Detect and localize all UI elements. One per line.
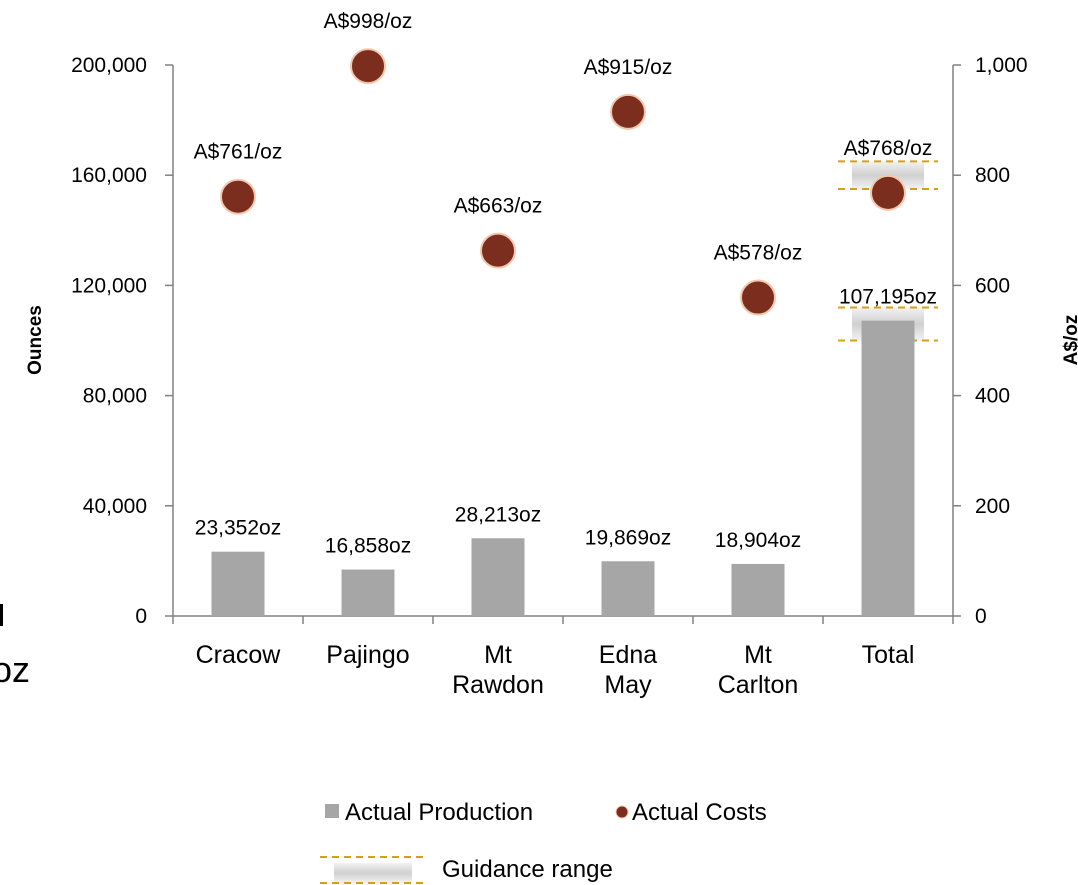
left-axis-ticks: 0 40,000 80,000 120,000 160,000 200,000 bbox=[71, 54, 173, 628]
production-data-label: 23,352oz bbox=[195, 517, 281, 540]
category-label: Mt Rawdon bbox=[452, 641, 544, 699]
right-tick-label: 400 bbox=[975, 385, 1010, 408]
production-bar bbox=[861, 320, 915, 616]
production-bar bbox=[211, 551, 265, 616]
left-edge-text-fragment: oz bbox=[0, 649, 30, 690]
legend-production-swatch bbox=[325, 804, 339, 818]
left-tick-label: 160,000 bbox=[71, 164, 147, 187]
left-edge-bar-fragment bbox=[0, 604, 3, 626]
x-axis-ticks bbox=[172, 616, 954, 624]
right-axis-title: A$/oz bbox=[1061, 315, 1078, 366]
production-data-label: 107,195oz bbox=[839, 286, 937, 309]
cost-point bbox=[480, 232, 516, 269]
cost-data-label: A$915/oz bbox=[584, 56, 673, 79]
category-labels: Cracow Pajingo Mt Rawdon Edna May Mt Carlton Tot… bbox=[196, 641, 915, 699]
legend-costs-label: Actual Costs bbox=[632, 799, 767, 826]
legend-costs-marker bbox=[615, 805, 629, 819]
category-label: Mt Carlton bbox=[718, 641, 799, 699]
cost-point bbox=[870, 174, 906, 211]
right-axis-ticks: 0 200 400 600 800 1,000 bbox=[953, 54, 1028, 628]
cost-point bbox=[220, 178, 256, 215]
production-bar bbox=[471, 538, 525, 616]
category-label: Cracow bbox=[196, 641, 282, 669]
plot-area: 0 40,000 80,000 120,000 160,000 200,000 0 200 4… bbox=[71, 10, 1027, 699]
cost-data-label: A$768/oz bbox=[844, 137, 933, 160]
left-tick-label: 0 bbox=[135, 605, 147, 628]
legend-production-label: Actual Production bbox=[345, 799, 533, 826]
right-tick-label: 800 bbox=[975, 164, 1010, 187]
production-bar bbox=[731, 563, 785, 616]
production-data-label: 19,869oz bbox=[585, 526, 671, 549]
production-data-label: 28,213oz bbox=[455, 503, 541, 526]
left-tick-label: 120,000 bbox=[71, 274, 147, 297]
cost-points bbox=[220, 48, 906, 316]
cost-data-label: A$578/oz bbox=[714, 242, 803, 265]
category-label: Total bbox=[862, 641, 915, 669]
legend-guidance-label: Guidance range bbox=[442, 856, 613, 883]
production-bar bbox=[601, 561, 655, 616]
left-tick-label: 80,000 bbox=[83, 385, 147, 408]
legend: Actual Production Actual Costs Guidance … bbox=[320, 799, 767, 884]
right-tick-label: 0 bbox=[975, 605, 987, 628]
left-axis-title: Ounces bbox=[25, 305, 46, 375]
right-tick-label: 600 bbox=[975, 274, 1010, 297]
cost-point bbox=[740, 279, 776, 316]
right-tick-label: 200 bbox=[975, 495, 1010, 518]
production-bar bbox=[341, 569, 395, 616]
right-tick-label: 1,000 bbox=[975, 54, 1028, 77]
production-bars bbox=[211, 320, 915, 616]
category-label: Pajingo bbox=[326, 641, 409, 669]
cost-data-label: A$761/oz bbox=[194, 141, 283, 164]
left-tick-label: 40,000 bbox=[83, 495, 147, 518]
production-data-label: 18,904oz bbox=[715, 529, 801, 552]
cost-point bbox=[350, 48, 386, 85]
cost-point bbox=[610, 93, 646, 130]
production-data-label: 16,858oz bbox=[325, 535, 411, 558]
cost-data-label: A$998/oz bbox=[324, 10, 413, 33]
data-labels: 23,352oz 16,858oz 28,213oz 19,869oz 18,904oz… bbox=[194, 10, 937, 557]
legend-guidance-swatch bbox=[334, 863, 412, 883]
category-label: Edna May bbox=[599, 641, 657, 699]
left-tick-label: 200,000 bbox=[71, 54, 147, 77]
cost-data-label: A$663/oz bbox=[454, 195, 543, 218]
